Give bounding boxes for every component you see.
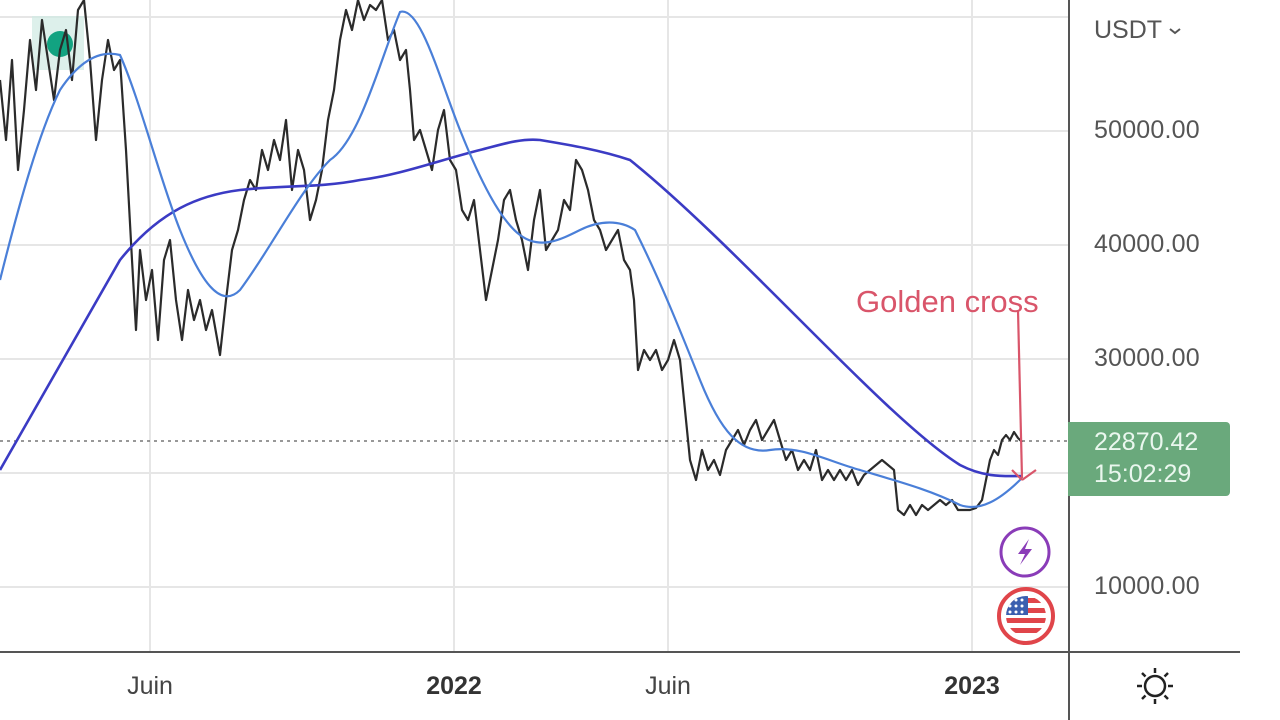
price-series — [0, 0, 1023, 517]
time-tick-2023: 2023 — [944, 672, 1000, 700]
golden-cross-arrow — [1011, 309, 1037, 481]
time-tick-juin-2021: Juin — [127, 672, 173, 700]
current-price-badge: 22870.42 15:02:29 — [1068, 422, 1230, 496]
currency-label: USDT — [1094, 16, 1163, 44]
golden-cross-label: Golden cross — [856, 284, 1039, 319]
long-ma-line — [0, 138, 1023, 478]
price-tick-50000: 50000.00 — [1094, 116, 1200, 144]
currency-selector[interactable]: USDT — [1094, 16, 1182, 45]
price-tick-10000: 10000.00 — [1094, 572, 1200, 600]
us-flag-icon[interactable] — [996, 587, 1058, 645]
short-ma-line — [0, 10, 1023, 509]
time-tick-juin-2022: Juin — [645, 672, 691, 700]
price-tick-30000: 30000.00 — [1094, 344, 1200, 372]
time-tick-2022: 2022 — [426, 672, 482, 700]
current-price-value: 22870.42 — [1094, 428, 1199, 456]
chevron-down-icon — [1169, 27, 1181, 34]
grid-lines — [0, 0, 1068, 652]
lightning-icon[interactable] — [998, 525, 1052, 579]
price-tick-40000: 40000.00 — [1094, 230, 1200, 258]
candle-countdown: 15:02:29 — [1094, 460, 1192, 488]
sun-settings-icon[interactable] — [1135, 666, 1175, 706]
